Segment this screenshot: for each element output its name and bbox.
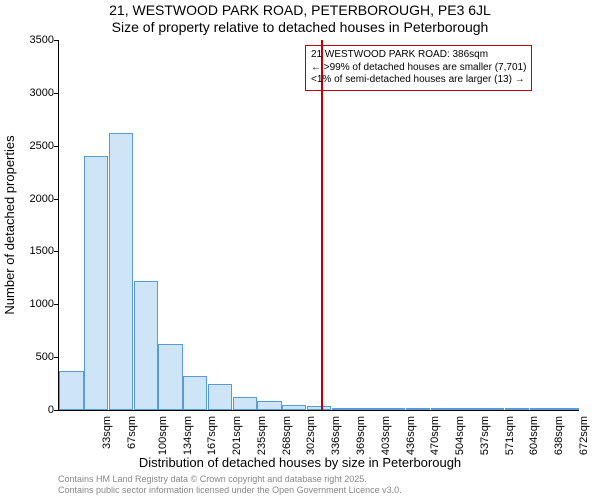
- annotation-line: <1% of semi-detached houses are larger (…: [311, 74, 526, 87]
- histogram-bar: [332, 408, 356, 410]
- footnote-line1: Contains HM Land Registry data © Crown c…: [58, 474, 402, 485]
- histogram-bar: [480, 408, 504, 410]
- footnote: Contains HM Land Registry data © Crown c…: [58, 474, 402, 496]
- chart-title-line2: Size of property relative to detached ho…: [0, 19, 600, 35]
- chart-container: 21, WESTWOOD PARK ROAD, PETERBOROUGH, PE…: [0, 0, 600, 500]
- y-tick-label: 3500: [30, 34, 54, 46]
- histogram-bar: [406, 408, 430, 410]
- histogram-bar: [158, 344, 182, 410]
- histogram-bar: [84, 156, 108, 410]
- annotation-box: 21 WESTWOOD PARK ROAD: 386sqm← >99% of d…: [305, 45, 532, 91]
- y-tick-label: 2500: [30, 140, 54, 152]
- x-tick-label: 537sqm: [479, 416, 491, 455]
- histogram-bar: [530, 408, 554, 410]
- histogram-bar: [307, 406, 331, 410]
- histogram-bar: [109, 133, 133, 410]
- x-tick-label: 268sqm: [281, 416, 293, 455]
- histogram-bar: [356, 408, 380, 410]
- x-tick-label: 134sqm: [182, 416, 194, 455]
- y-tick-label: 3000: [30, 87, 54, 99]
- y-tick-label: 1500: [30, 245, 54, 257]
- histogram-bar: [282, 405, 306, 410]
- x-tick-label: 672sqm: [578, 416, 590, 455]
- x-tick-label: 100sqm: [157, 416, 169, 455]
- histogram-bar: [183, 376, 207, 410]
- histogram-bar: [505, 408, 529, 410]
- x-tick-label: 436sqm: [405, 416, 417, 455]
- x-tick-label: 403sqm: [380, 416, 392, 455]
- x-tick-label: 504sqm: [454, 416, 466, 455]
- footnote-line2: Contains public sector information licen…: [58, 485, 402, 496]
- x-tick-label: 67sqm: [126, 416, 138, 449]
- y-tick-label: 1000: [30, 298, 54, 310]
- histogram-bar: [455, 408, 479, 410]
- histogram-bar: [257, 401, 281, 411]
- x-tick-label: 33sqm: [101, 416, 113, 449]
- x-tick-label: 638sqm: [553, 416, 565, 455]
- annotation-line: ← >99% of detached houses are smaller (7…: [311, 62, 526, 75]
- x-tick-label: 336sqm: [330, 416, 342, 455]
- histogram-bar: [431, 408, 455, 410]
- plot-area: 21 WESTWOOD PARK ROAD: 386sqm← >99% of d…: [58, 40, 579, 411]
- histogram-bar: [381, 408, 405, 410]
- x-axis-label: Distribution of detached houses by size …: [0, 455, 600, 470]
- x-tick-label: 470sqm: [429, 416, 441, 455]
- x-tick-label: 235sqm: [256, 416, 268, 455]
- histogram-bar: [554, 408, 578, 410]
- y-tick-label: 2000: [30, 193, 54, 205]
- x-tick-label: 302sqm: [306, 416, 318, 455]
- x-tick-label: 201sqm: [231, 416, 243, 455]
- histogram-bar: [59, 371, 83, 410]
- histogram-bar: [134, 281, 158, 410]
- histogram-bar: [208, 384, 232, 410]
- chart-title-line1: 21, WESTWOOD PARK ROAD, PETERBOROUGH, PE…: [0, 2, 600, 18]
- x-tick-label: 571sqm: [504, 416, 516, 455]
- y-tick-label: 500: [36, 351, 54, 363]
- annotation-line: 21 WESTWOOD PARK ROAD: 386sqm: [311, 49, 526, 62]
- reference-line: [321, 40, 323, 410]
- x-tick-label: 167sqm: [207, 416, 219, 455]
- x-tick-label: 369sqm: [355, 416, 367, 455]
- x-tick-label: 604sqm: [528, 416, 540, 455]
- histogram-bar: [233, 397, 257, 410]
- y-axis-label: Number of detached properties: [2, 46, 17, 225]
